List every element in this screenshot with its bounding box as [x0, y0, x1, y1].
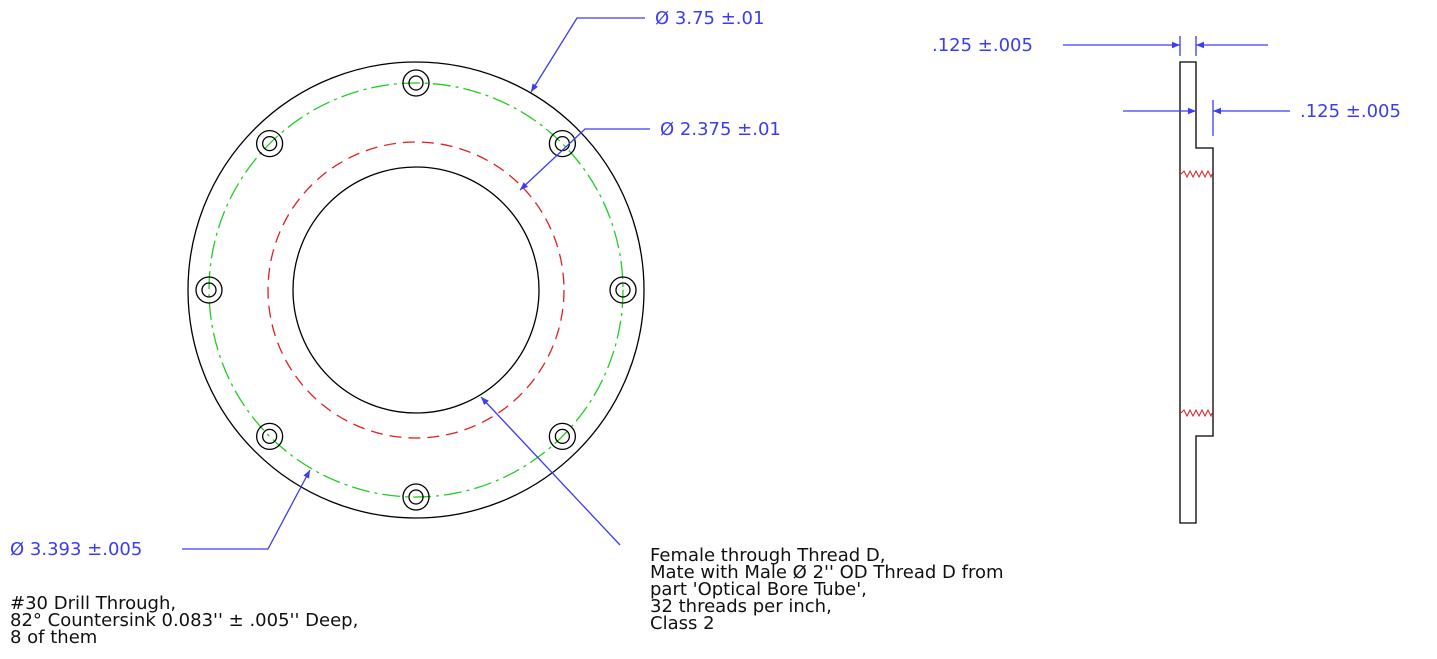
dimension-label: .125 ±.005 [932, 35, 1033, 56]
note-line: 8 of them [10, 627, 97, 648]
note-line: 82° Countersink 0.083'' ± .005'' Deep, [10, 610, 358, 631]
drill-note: #30 Drill Through,82° Countersink 0.083'… [10, 593, 358, 648]
hole [554, 428, 571, 445]
hole-countersink [402, 483, 430, 511]
hole [201, 282, 217, 298]
front-view [187, 61, 645, 519]
hole-countersink [609, 276, 637, 304]
dimension-label: Ø 2.375 ±.01 [660, 119, 781, 140]
hole [615, 282, 631, 298]
dimension-label: Ø 3.393 ±.005 [10, 539, 142, 560]
bolt-holes [195, 69, 637, 511]
hole [408, 75, 424, 91]
hole [261, 135, 278, 152]
hole-countersink [548, 129, 577, 158]
note-line: #30 Drill Through, [10, 593, 176, 614]
hole-countersink [195, 276, 223, 304]
dimension-label: Ø 3.75 ±.01 [655, 8, 764, 29]
hole-countersink [255, 422, 284, 451]
note-line: Female through Thread D, [650, 545, 886, 566]
thread-note: Female through Thread D,Mate with Male Ø… [650, 545, 1004, 634]
side-view [1179, 61, 1214, 524]
hole [261, 428, 278, 445]
hole-countersink [548, 422, 577, 451]
hole-countersink [255, 129, 284, 158]
note-line: Class 2 [650, 613, 715, 634]
note-line: 32 threads per inch, [650, 596, 832, 617]
note-line: part 'Optical Bore Tube', [650, 579, 867, 600]
dimension-label: .125 ±.005 [1300, 101, 1401, 122]
hole [408, 489, 424, 505]
hole [554, 135, 571, 152]
note-line: Mate with Male Ø 2'' OD Thread D from [650, 562, 1004, 583]
leaders [182, 17, 1290, 550]
hole-countersink [402, 69, 430, 97]
